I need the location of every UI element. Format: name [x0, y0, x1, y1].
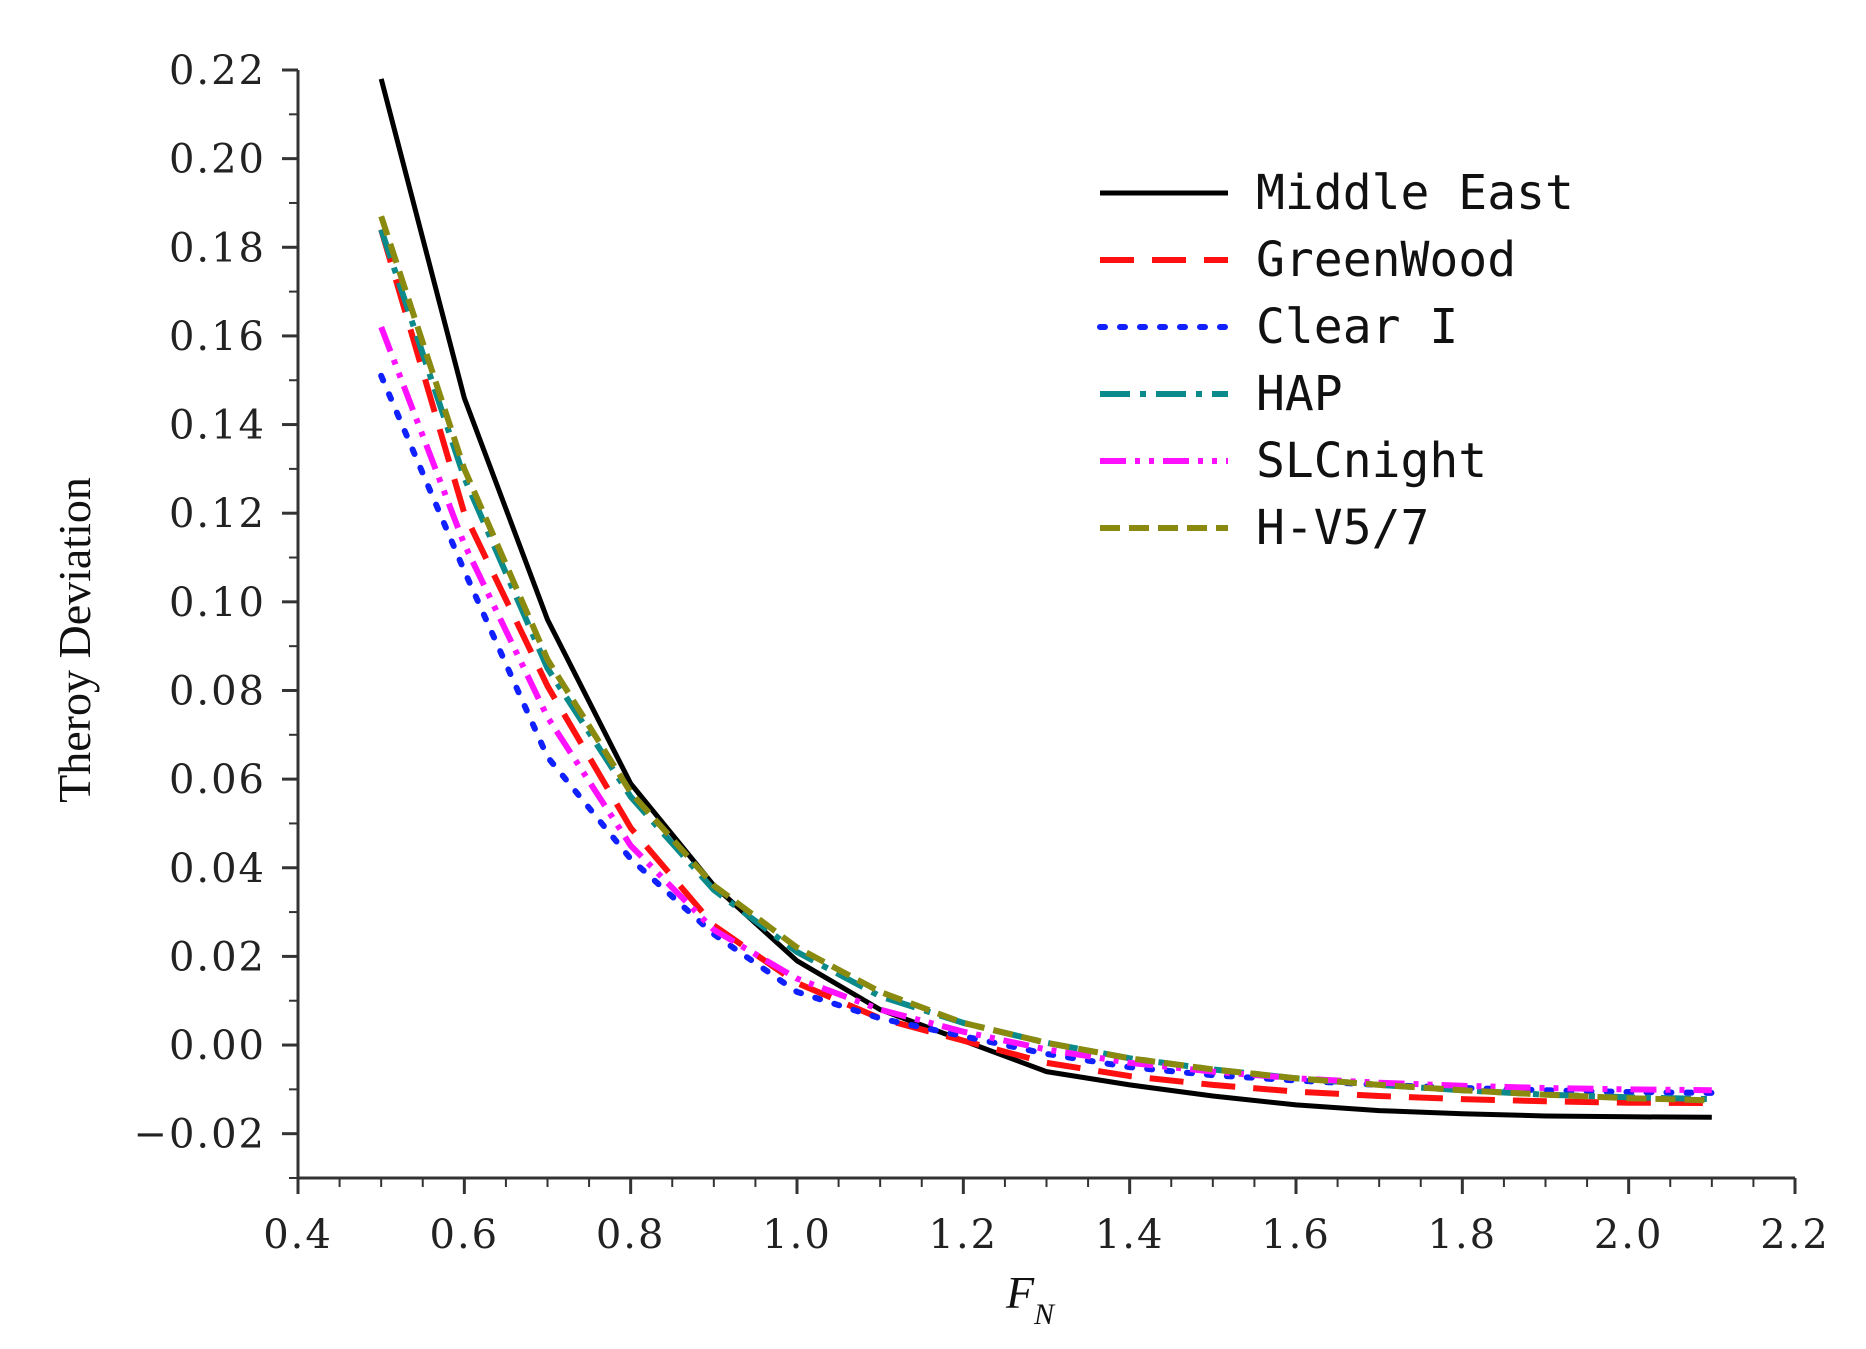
y-tick-label: 0.20 — [169, 137, 266, 183]
x-tick-label: 1.0 — [762, 1212, 832, 1258]
x-axis-title-subscript: N — [1033, 1298, 1056, 1331]
series-line-middle-east — [378, 78, 1712, 1120]
y-tick-label: 0.02 — [169, 934, 266, 980]
y-tick-label: 0.22 — [169, 48, 266, 94]
y-tick-label: 0.04 — [169, 846, 266, 892]
y-tick-label: 0.16 — [169, 314, 266, 360]
x-tick-label: 2.0 — [1594, 1212, 1664, 1258]
x-tick-label: 1.6 — [1261, 1212, 1331, 1258]
legend-label-clear-i: Clear I — [1256, 299, 1458, 355]
y-tick-label: 0.10 — [169, 580, 266, 626]
axes: 0.4 0.6 0.8 1.0 1.2 1.4 1.6 1.8 2.0 2.2 −0.02 0.00 0… — [133, 48, 1830, 1258]
series-line-h-v5-7 — [378, 215, 1712, 1104]
x-tick-label: 0.6 — [430, 1212, 500, 1258]
series-line-clear-i — [378, 372, 1715, 1096]
x-tick-label: 1.2 — [929, 1212, 999, 1258]
y-tick-label: 0.06 — [169, 757, 266, 803]
x-tick-label: 1.4 — [1095, 1212, 1165, 1258]
x-axis-title: FN — [1005, 1267, 1056, 1331]
y-tick-label: 0.14 — [169, 403, 266, 449]
x-tick-label: 0.4 — [263, 1212, 333, 1258]
y-tick-label: −0.02 — [133, 1112, 266, 1158]
series-line-greenwood — [378, 228, 1712, 1107]
legend-label-hap: HAP — [1256, 366, 1343, 422]
legend-label-middle-east: Middle East — [1256, 165, 1574, 221]
x-axis-title-main: F — [1005, 1267, 1035, 1318]
legend: Middle East GreenWood Clear I HAP SLCnight H-… — [1097, 165, 1574, 556]
x-tick-label: 2.2 — [1760, 1212, 1830, 1258]
legend-label-h-v5-7: H-V5/7 — [1256, 500, 1429, 556]
y-tick-label: 0.12 — [169, 491, 266, 537]
y-tick-label: 0.08 — [169, 668, 266, 714]
series-line-hap — [378, 228, 1712, 1103]
series-lines — [378, 78, 1715, 1120]
legend-label-slcnight: SLCnight — [1256, 433, 1487, 489]
series-line-slcnight — [378, 326, 1712, 1094]
legend-label-greenwood: GreenWood — [1256, 232, 1516, 288]
x-tick-label: 1.8 — [1428, 1212, 1498, 1258]
y-tick-label: 0.18 — [169, 225, 266, 271]
x-tick-label: 0.8 — [596, 1212, 666, 1258]
y-tick-label: 0.00 — [169, 1023, 266, 1069]
y-axis-title: Theroy Deviation — [49, 477, 100, 803]
